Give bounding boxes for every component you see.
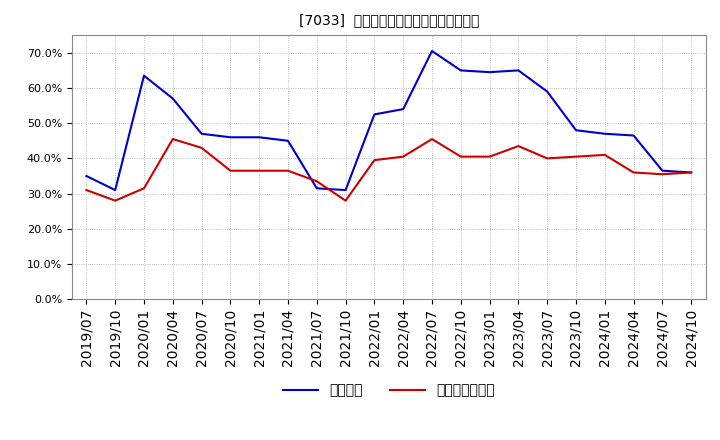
固定比率 bbox=[111, 187, 120, 193]
固定長期適合率 bbox=[168, 136, 177, 142]
固定比率 bbox=[140, 73, 148, 78]
固定比率 bbox=[168, 96, 177, 101]
Line: 固定長期適合率: 固定長期適合率 bbox=[86, 139, 691, 201]
固定長期適合率 bbox=[687, 170, 696, 175]
固定比率 bbox=[255, 135, 264, 140]
Line: 固定比率: 固定比率 bbox=[86, 51, 691, 190]
固定長期適合率 bbox=[312, 179, 321, 184]
固定比率 bbox=[687, 170, 696, 175]
固定長期適合率 bbox=[341, 198, 350, 203]
固定長期適合率 bbox=[370, 158, 379, 163]
固定比率 bbox=[82, 173, 91, 179]
固定長期適合率 bbox=[600, 152, 609, 158]
固定長期適合率 bbox=[543, 156, 552, 161]
固定比率 bbox=[226, 135, 235, 140]
固定比率 bbox=[514, 68, 523, 73]
固定長期適合率 bbox=[284, 168, 292, 173]
Title: [7033]  固定比率、固定長期適合率の推移: [7033] 固定比率、固定長期適合率の推移 bbox=[299, 13, 479, 27]
固定長期適合率 bbox=[456, 154, 465, 159]
固定比率 bbox=[370, 112, 379, 117]
固定長期適合率 bbox=[255, 168, 264, 173]
固定長期適合率 bbox=[572, 154, 580, 159]
固定比率 bbox=[399, 106, 408, 112]
固定比率 bbox=[456, 68, 465, 73]
固定比率 bbox=[572, 128, 580, 133]
Legend: 固定比率, 固定長期適合率: 固定比率, 固定長期適合率 bbox=[277, 378, 500, 403]
固定比率 bbox=[428, 48, 436, 54]
固定比率 bbox=[485, 70, 494, 75]
固定比率 bbox=[600, 131, 609, 136]
固定長期適合率 bbox=[140, 186, 148, 191]
固定長期適合率 bbox=[485, 154, 494, 159]
固定長期適合率 bbox=[428, 136, 436, 142]
固定長期適合率 bbox=[629, 170, 638, 175]
固定長期適合率 bbox=[514, 143, 523, 149]
固定長期適合率 bbox=[197, 145, 206, 150]
固定比率 bbox=[543, 89, 552, 94]
固定比率 bbox=[658, 168, 667, 173]
固定長期適合率 bbox=[111, 198, 120, 203]
固定比率 bbox=[197, 131, 206, 136]
固定比率 bbox=[312, 186, 321, 191]
固定長期適合率 bbox=[226, 168, 235, 173]
固定比率 bbox=[341, 187, 350, 193]
固定長期適合率 bbox=[658, 172, 667, 177]
固定長期適合率 bbox=[399, 154, 408, 159]
固定比率 bbox=[284, 138, 292, 143]
固定比率 bbox=[629, 133, 638, 138]
固定長期適合率 bbox=[82, 187, 91, 193]
